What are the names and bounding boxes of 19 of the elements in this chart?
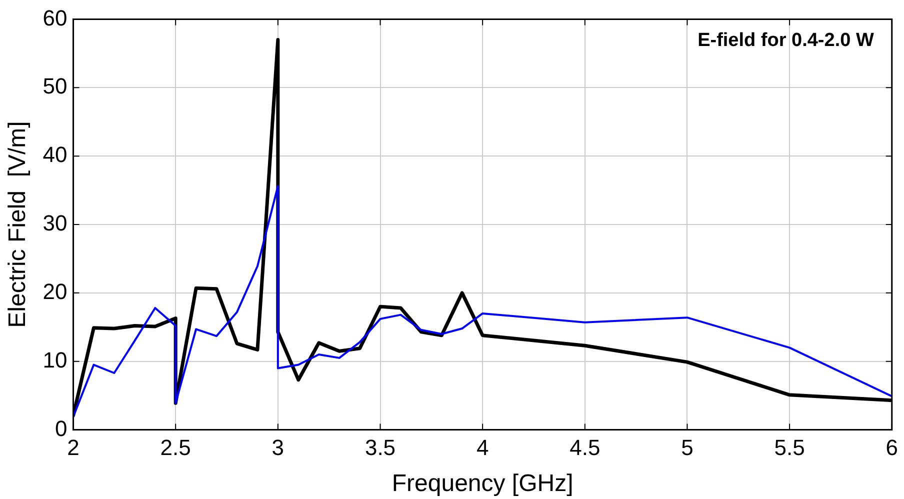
y-tick-label: 60 (42, 5, 68, 30)
x-tick-label: 2 (67, 435, 80, 460)
y-tick-label: 20 (42, 278, 68, 304)
x-axis-title: Frequency [GHz] (392, 470, 574, 498)
x-tick-label: 6 (886, 435, 898, 460)
x-tick-label: 5.5 (774, 435, 805, 460)
x-tick-label: 2.5 (160, 435, 191, 460)
y-tick-label: 30 (42, 210, 68, 236)
x-tick-label: 5 (681, 435, 694, 460)
annotation: E-field for 0.4-2.0 W (698, 30, 874, 51)
y-axis-title: Electric Field [V/m] (4, 121, 32, 328)
x-tick-label: 4 (476, 435, 489, 460)
x-tick-label: 4.5 (570, 435, 600, 460)
y-tick-label: 40 (42, 142, 68, 168)
x-tick-label: 3.5 (364, 435, 396, 460)
y-tick-label: 0 (55, 416, 68, 441)
y-tick-label: 50 (42, 74, 68, 99)
y-tick-label: 10 (42, 347, 68, 372)
x-tick-label: 3 (272, 435, 284, 460)
